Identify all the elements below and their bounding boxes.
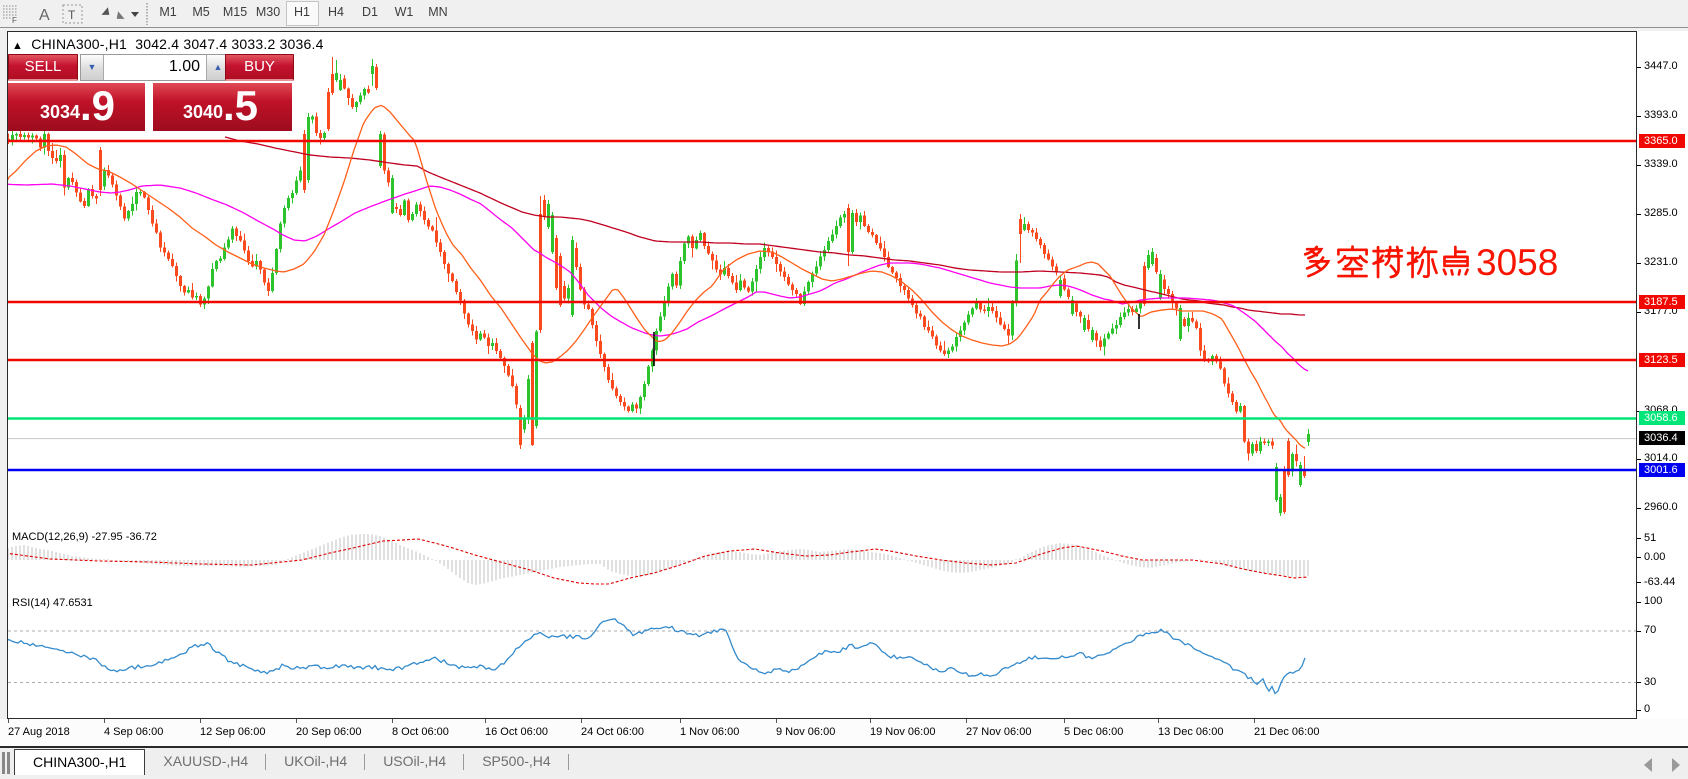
svg-text:A: A [39, 7, 50, 24]
svg-text:T: T [68, 8, 76, 22]
svg-text:F: F [12, 16, 17, 25]
svg-text:3058: 3058 [1476, 242, 1558, 283]
